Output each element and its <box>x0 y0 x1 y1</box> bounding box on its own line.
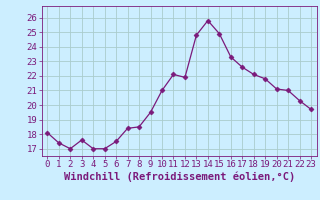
X-axis label: Windchill (Refroidissement éolien,°C): Windchill (Refroidissement éolien,°C) <box>64 172 295 182</box>
